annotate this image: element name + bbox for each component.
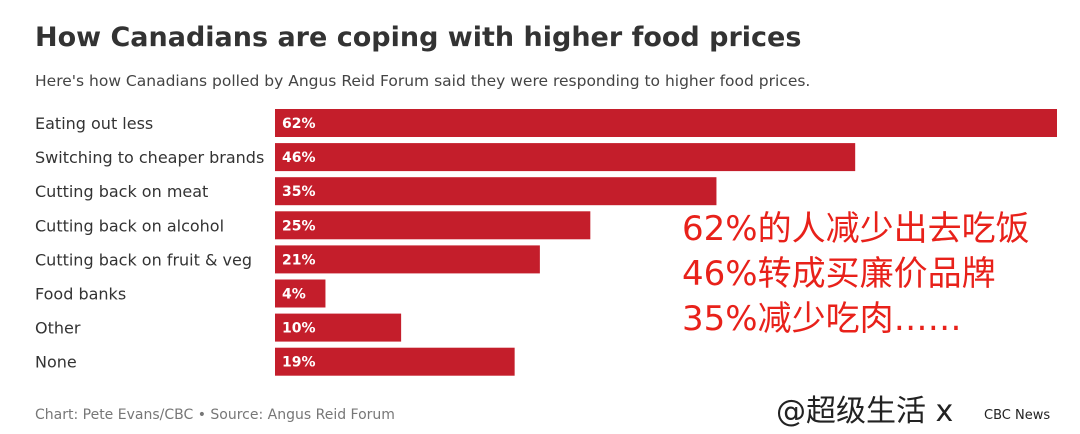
bar bbox=[275, 177, 717, 206]
chart-title: How Canadians are coping with higher foo… bbox=[35, 22, 802, 53]
data-label: 10% bbox=[282, 321, 316, 337]
brand-label: CBC News bbox=[984, 408, 1051, 423]
bar bbox=[275, 245, 540, 274]
data-label: 62% bbox=[282, 116, 316, 132]
bar bbox=[275, 347, 515, 376]
category-label: None bbox=[35, 353, 77, 372]
watermark: @超级生活 x bbox=[776, 394, 954, 429]
bar bbox=[275, 279, 326, 308]
data-label: 35% bbox=[282, 184, 316, 200]
category-label: Eating out less bbox=[35, 114, 153, 133]
data-label: 19% bbox=[282, 355, 316, 371]
bar bbox=[275, 211, 591, 240]
bar bbox=[275, 143, 856, 172]
annotation-line: 35%减少吃肉…… bbox=[682, 299, 962, 339]
data-label: 25% bbox=[282, 218, 316, 234]
annotation-overlay: 62%的人减少出去吃饭 46%转成买廉价品牌 35%减少吃肉…… bbox=[682, 207, 1030, 342]
category-label: Cutting back on fruit & veg bbox=[35, 250, 252, 269]
chart-subtitle: Here's how Canadians polled by Angus Rei… bbox=[35, 72, 811, 90]
annotation-line: 46%转成买廉价品牌 bbox=[682, 254, 996, 294]
bar-chart: Eating out less 62% Switching to cheaper b… bbox=[35, 109, 1057, 376]
chart-source: Chart: Pete Evans/CBC • Source: Angus Re… bbox=[35, 407, 395, 423]
bar bbox=[275, 109, 1057, 137]
category-label: Cutting back on meat bbox=[35, 182, 208, 201]
data-label: 21% bbox=[282, 252, 316, 268]
bar bbox=[275, 313, 402, 342]
category-label: Switching to cheaper brands bbox=[35, 148, 264, 167]
category-label: Food banks bbox=[35, 285, 126, 304]
data-label: 46% bbox=[282, 150, 316, 166]
category-label: Other bbox=[35, 319, 81, 338]
data-label: 4% bbox=[282, 287, 306, 303]
category-label: Cutting back on alcohol bbox=[35, 216, 224, 235]
annotation-line: 62%的人减少出去吃饭 bbox=[682, 209, 1030, 249]
